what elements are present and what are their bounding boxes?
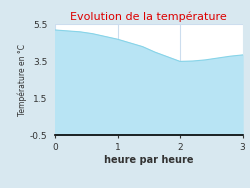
X-axis label: heure par heure: heure par heure	[104, 155, 194, 165]
Y-axis label: Température en °C: Température en °C	[18, 44, 27, 116]
Title: Evolution de la température: Evolution de la température	[70, 12, 227, 22]
